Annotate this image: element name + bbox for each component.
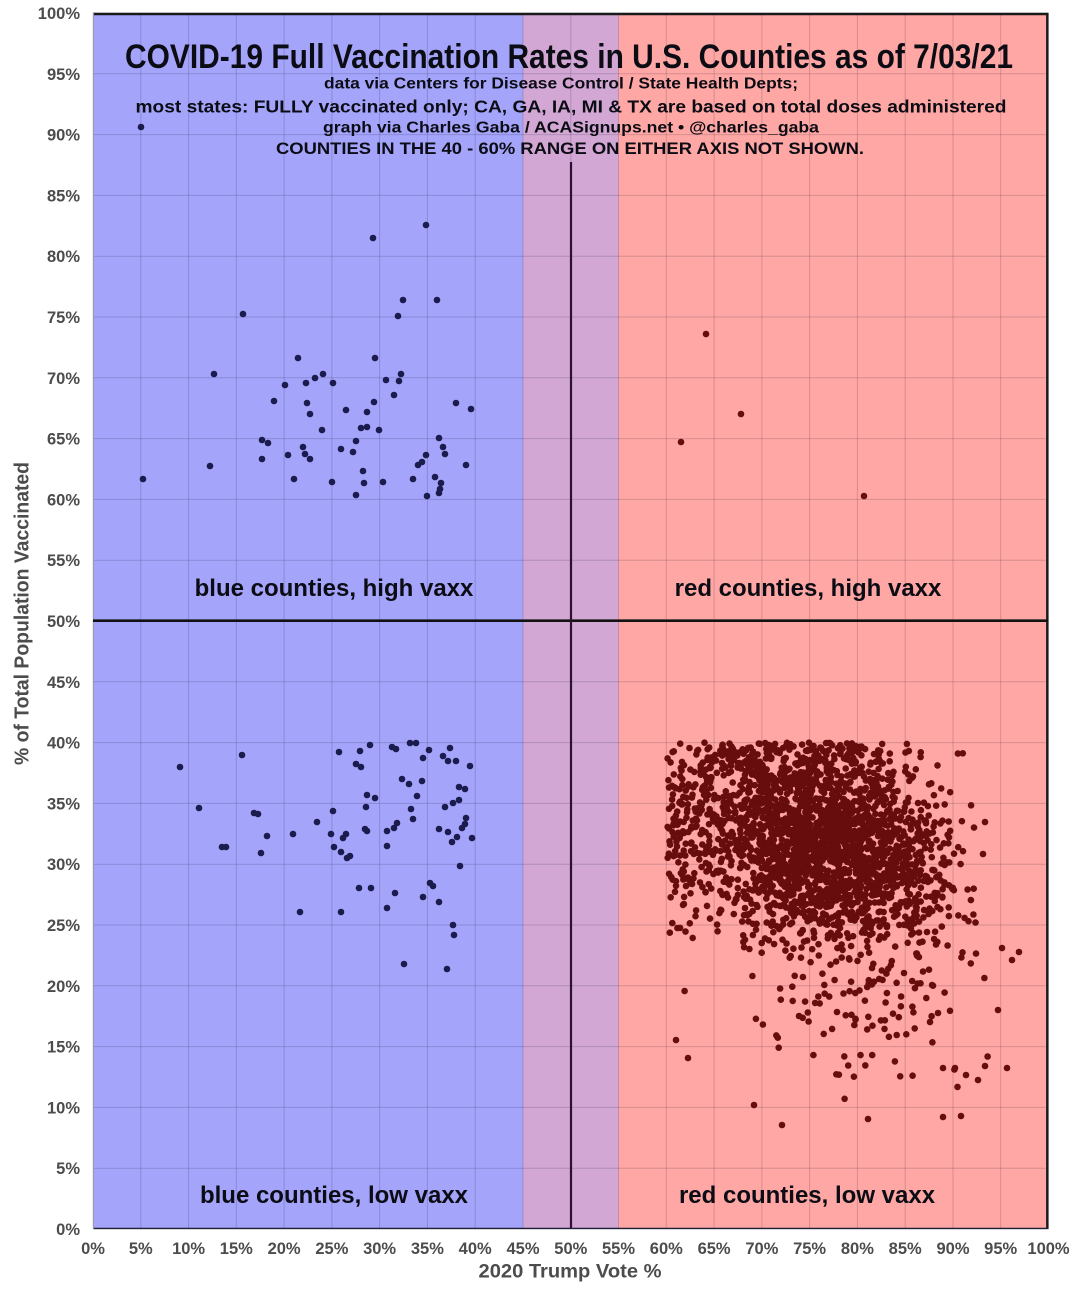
svg-text:10%: 10% <box>172 1240 205 1258</box>
svg-text:75%: 75% <box>47 309 80 327</box>
svg-text:% of Total Population Vaccinat: % of Total Population Vaccinated <box>12 462 34 765</box>
svg-text:5%: 5% <box>56 1160 80 1178</box>
svg-text:5%: 5% <box>129 1240 153 1258</box>
svg-text:65%: 65% <box>47 431 80 449</box>
svg-text:80%: 80% <box>47 248 80 266</box>
svg-text:data via Centers for Disease C: data via Centers for Disease Control / S… <box>324 75 798 92</box>
svg-text:75%: 75% <box>793 1240 826 1258</box>
svg-text:red counties, low vaxx: red counties, low vaxx <box>679 1182 936 1209</box>
svg-text:30%: 30% <box>363 1240 396 1258</box>
svg-text:80%: 80% <box>841 1240 874 1258</box>
svg-text:25%: 25% <box>47 917 80 935</box>
svg-text:50%: 50% <box>47 613 80 631</box>
svg-text:65%: 65% <box>698 1240 731 1258</box>
svg-text:blue counties, low vaxx: blue counties, low vaxx <box>200 1182 469 1209</box>
svg-text:90%: 90% <box>47 127 80 145</box>
svg-text:55%: 55% <box>47 552 80 570</box>
svg-text:90%: 90% <box>936 1240 969 1258</box>
svg-text:40%: 40% <box>47 735 80 753</box>
svg-text:COUNTIES IN THE 40 - 60% RANGE: COUNTIES IN THE 40 - 60% RANGE ON EITHER… <box>276 139 864 158</box>
svg-text:20%: 20% <box>47 978 80 996</box>
svg-text:red counties, high vaxx: red counties, high vaxx <box>675 575 942 602</box>
svg-text:2020 Trump Vote %: 2020 Trump Vote % <box>479 1262 662 1283</box>
svg-text:95%: 95% <box>47 66 80 84</box>
svg-text:55%: 55% <box>602 1240 635 1258</box>
svg-text:60%: 60% <box>650 1240 683 1258</box>
svg-text:40%: 40% <box>459 1240 492 1258</box>
svg-text:95%: 95% <box>984 1240 1017 1258</box>
svg-text:30%: 30% <box>47 856 80 874</box>
svg-text:70%: 70% <box>47 370 80 388</box>
svg-text:45%: 45% <box>47 674 80 692</box>
svg-text:70%: 70% <box>745 1240 778 1258</box>
svg-text:25%: 25% <box>315 1240 348 1258</box>
svg-text:10%: 10% <box>47 1099 80 1117</box>
svg-text:85%: 85% <box>889 1240 922 1258</box>
svg-text:15%: 15% <box>220 1240 253 1258</box>
svg-text:graph via Charles Gaba / ACASi: graph via Charles Gaba / ACASignups.net … <box>323 119 819 136</box>
svg-text:COVID-19 Full Vaccination Rate: COVID-19 Full Vaccination Rates in U.S. … <box>125 38 1013 76</box>
svg-text:20%: 20% <box>268 1240 301 1258</box>
svg-text:15%: 15% <box>47 1039 80 1057</box>
svg-text:most states: FULLY vaccinated: most states: FULLY vaccinated only; CA, … <box>136 97 1007 117</box>
svg-text:60%: 60% <box>47 491 80 509</box>
svg-text:45%: 45% <box>506 1240 539 1258</box>
svg-text:100%: 100% <box>1027 1240 1070 1258</box>
svg-text:50%: 50% <box>554 1240 587 1258</box>
svg-text:0%: 0% <box>56 1221 80 1239</box>
svg-text:35%: 35% <box>411 1240 444 1258</box>
svg-text:35%: 35% <box>47 795 80 813</box>
svg-text:100%: 100% <box>38 5 81 23</box>
svg-text:blue counties, high vaxx: blue counties, high vaxx <box>195 575 474 602</box>
svg-text:85%: 85% <box>47 187 80 205</box>
svg-text:0%: 0% <box>81 1240 105 1258</box>
